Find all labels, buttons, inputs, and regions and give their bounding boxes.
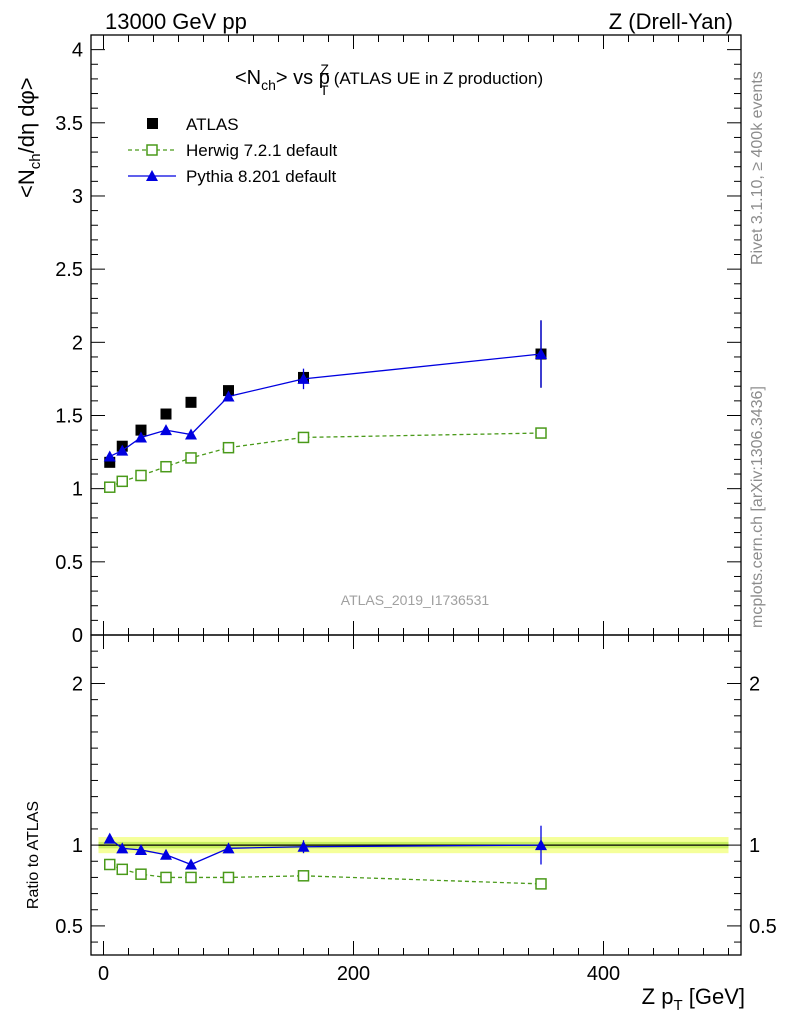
ratio-frame: [90, 634, 742, 956]
main-ytick-label: 2: [72, 332, 83, 354]
ratio-ytick-label: 1: [72, 835, 83, 857]
data-point: [135, 469, 147, 482]
data-point: [135, 431, 147, 443]
ratio-series-pythia: [103, 825, 547, 870]
header-right: Z (Drell-Yan): [609, 9, 733, 34]
data-point: [135, 424, 147, 436]
legend: ATLAS Herwig 7.2.1 default Pythia 8.201 …: [128, 115, 337, 186]
ratio-point: [160, 871, 172, 884]
main-ytick-label: 1: [72, 479, 83, 501]
ratio-series-herwig: [104, 858, 547, 890]
ratio-point: [185, 871, 197, 884]
data-point: [116, 444, 129, 456]
main-ytick-label: 2.5: [55, 259, 83, 281]
legend-entry-pythia: Pythia 8.201 default: [128, 167, 337, 186]
ratio-point: [116, 842, 129, 854]
header-left: 13000 GeV pp: [105, 9, 247, 34]
ratio-point: [222, 842, 235, 854]
data-point: [116, 475, 128, 488]
series-line: [109, 432, 542, 488]
main-panel: 0 0.5 1 1.5 2 2.5 3 3.5 4: [55, 34, 742, 647]
main-title: <Nch> vs p TZ (ATLAS UE in Z production): [235, 61, 543, 98]
series-line: [109, 353, 542, 458]
ratio-line: [109, 863, 542, 885]
ratio-point: [297, 840, 310, 852]
legend-label-herwig: Herwig 7.2.1 default: [186, 141, 337, 160]
mcplots-label: mcplots.cern.ch [arXiv:1306.3436]: [749, 386, 766, 628]
xlabel: Z pT [GeV]: [642, 984, 745, 1014]
legend-marker-atlas: [147, 118, 158, 129]
legend-label-atlas: ATLAS: [186, 115, 239, 134]
data-point: [160, 408, 172, 420]
main-ytick-label: 3.5: [55, 113, 83, 135]
data-point: [104, 481, 116, 493]
ratio-point: [185, 858, 197, 870]
series-herwig: [104, 427, 547, 493]
data-point: [222, 390, 235, 402]
legend-label-pythia: Pythia 8.201 default: [186, 167, 337, 186]
ratio-point: [535, 878, 547, 890]
ratio-point: [104, 858, 116, 871]
data-point: [297, 431, 310, 444]
ratio-point: [535, 839, 547, 851]
data-point: [103, 450, 116, 462]
series-atlas: [104, 320, 547, 468]
ratio-ylabel: Ratio to ATLAS: [25, 801, 42, 909]
ratio-point: [222, 871, 235, 884]
data-point: [222, 441, 235, 454]
legend-marker-pythia: [146, 170, 158, 181]
ratio-ytick-label-right: 2: [749, 673, 760, 695]
data-point: [535, 427, 547, 439]
xtick-label: 0: [98, 963, 109, 985]
main-ytick-label: 0.5: [55, 552, 83, 574]
rivet-label: Rivet 3.1.10, ≥ 400k events: [749, 71, 766, 265]
ratio-point: [135, 843, 147, 855]
data-point: [185, 428, 197, 440]
ratio-point: [135, 868, 147, 880]
data-point: [185, 452, 197, 464]
ratio-point: [297, 870, 310, 882]
data-point: [160, 424, 172, 436]
main-ylabel: <Nch/dη dφ>: [14, 77, 44, 198]
series-pythia: [103, 320, 547, 462]
ratio-ytick-label-right: 0.5: [749, 916, 777, 938]
legend-marker-herwig: [146, 144, 158, 156]
ratio-point: [116, 863, 128, 876]
data-point: [297, 372, 310, 384]
ratio-ytick-label: 2: [72, 673, 83, 695]
data-point: [535, 348, 547, 360]
data-point: [185, 396, 197, 408]
main-ytick-label: 1.5: [55, 405, 83, 427]
ratio-ytick-label-right: 1: [749, 835, 760, 857]
analysis-id: ATLAS_2019_I1736531: [341, 592, 490, 608]
ratio-point: [160, 848, 172, 860]
xtick-label: 200: [337, 963, 370, 985]
legend-entry-herwig: Herwig 7.2.1 default: [128, 141, 337, 160]
ratio-panel: 0 200 400 0.5 0.5 1 1 2 2: [55, 634, 777, 985]
data-point: [160, 460, 172, 473]
main-ytick-label: 4: [72, 40, 83, 62]
main-ytick-label: 3: [72, 186, 83, 208]
ratio-point: [103, 832, 116, 844]
main-ytick-label: 0: [72, 625, 83, 647]
ratio-ytick-label: 0.5: [55, 916, 83, 938]
legend-entry-atlas: ATLAS: [147, 115, 239, 134]
xtick-label: 400: [587, 963, 620, 985]
data-point: [104, 456, 116, 468]
